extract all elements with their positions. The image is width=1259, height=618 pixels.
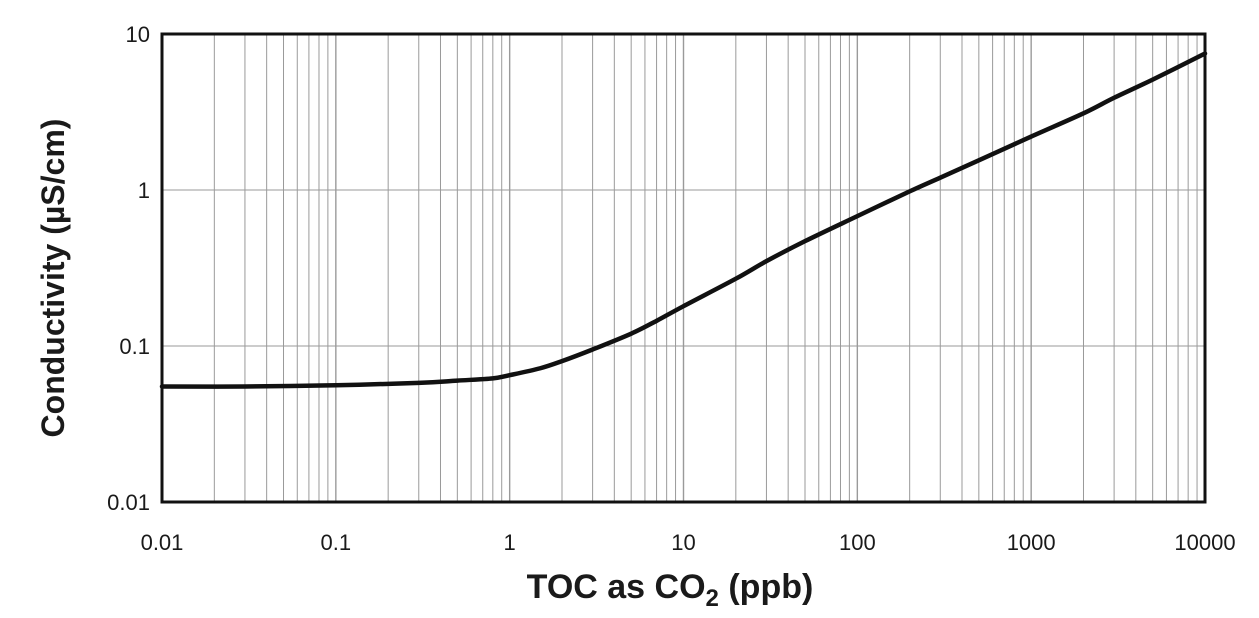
y-tick-label: 0.1 <box>119 334 150 359</box>
series-line-0 <box>159 51 1208 389</box>
x-tick-label: 1 <box>504 530 516 555</box>
x-axis-title-subscript: 2 <box>706 585 719 612</box>
x-tick-label: 10 <box>671 530 695 555</box>
x-axis-title-main: TOC as CO <box>527 568 706 606</box>
x-tick-label: 10000 <box>1174 530 1235 555</box>
x-tick-label: 0.01 <box>141 530 184 555</box>
x-tick-label: 0.1 <box>321 530 352 555</box>
x-tick-label: 100 <box>839 530 876 555</box>
y-tick-label: 0.01 <box>107 490 150 515</box>
tick-labels: 0.01 0.1 1 10 100 1000 10000 0.01 0.1 1 10 <box>107 22 1235 555</box>
x-axis-title: TOC as CO2 (ppb) <box>527 568 814 612</box>
x-axis-title-suffix: (ppb) <box>719 568 813 606</box>
y-tick-label: 10 <box>126 22 150 47</box>
series-layer <box>159 51 1208 389</box>
y-tick-label: 1 <box>138 178 150 203</box>
y-axis-title: Conductivity (µS/cm) <box>35 119 71 438</box>
plot-frame <box>160 32 1207 504</box>
grid-lines <box>162 34 1205 502</box>
x-tick-label: 1000 <box>1007 530 1056 555</box>
